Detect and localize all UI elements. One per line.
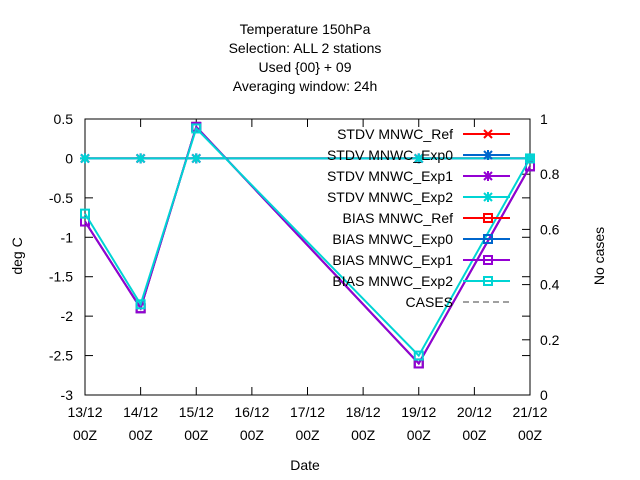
chart-title-line: Used {00} + 09 — [258, 59, 351, 75]
data-point — [413, 350, 424, 361]
x-tick-label-hour: 00Z — [240, 427, 265, 443]
legend-item: BIAS MNWC_Exp0 — [332, 231, 510, 247]
marker-square — [191, 123, 202, 134]
x-tick-label-hour: 00Z — [73, 427, 98, 443]
legend-label: BIAS MNWC_Exp0 — [332, 231, 453, 247]
legend-marker — [483, 150, 493, 160]
marker-square — [483, 213, 493, 223]
legend-item: CASES — [406, 294, 510, 310]
chart-title-line: Averaging window: 24h — [233, 78, 378, 94]
legend-item: STDV MNWC_Exp1 — [327, 168, 510, 184]
chart-title: Temperature 150hPa Selection: ALL 2 stati… — [229, 21, 382, 94]
marker-square — [80, 208, 90, 219]
y2-tick-label: 0.2 — [540, 332, 560, 348]
data-point — [191, 153, 202, 164]
chart-title-line: Selection: ALL 2 stations — [229, 40, 382, 56]
x-tick-label-date: 19/12 — [401, 404, 436, 420]
legend-label: STDV MNWC_Exp1 — [327, 168, 453, 184]
legend-label: CASES — [406, 294, 453, 310]
marker-square — [483, 276, 493, 286]
series-line — [84, 126, 531, 358]
x-tick-label-hour: 00Z — [351, 427, 376, 443]
series-line — [84, 124, 531, 366]
x-tick-label-date: 15/12 — [179, 404, 214, 420]
y2-tick-label: 0.8 — [540, 166, 560, 182]
data-point — [135, 299, 146, 310]
x-tick-label-date: 14/12 — [123, 404, 158, 420]
x-axis: 13/12 00Z 14/12 00Z 15/12 00Z 16/12 00Z 17/12 00Z… — [67, 119, 548, 443]
legend-item: STDV MNWC_Exp2 — [327, 189, 510, 205]
legend-item: BIAS MNWC_Exp1 — [332, 252, 510, 268]
marker-stroke — [483, 129, 493, 139]
y-tick-label: -1 — [61, 229, 74, 245]
y2-tick-label: 0.4 — [540, 277, 560, 293]
y-tick-label: -1.5 — [49, 269, 73, 285]
chart-title-line: Temperature 150hPa — [240, 21, 371, 37]
x-tick-label-date: 21/12 — [512, 404, 547, 420]
x-tick-label-hour: 00Z — [462, 427, 487, 443]
y-tick-label: -0.5 — [49, 190, 73, 206]
legend-label: STDV MNWC_Ref — [337, 126, 453, 142]
x-tick-label-hour: 00Z — [407, 427, 432, 443]
legend-marker — [483, 255, 493, 265]
marker-square — [413, 350, 424, 361]
legend-marker — [483, 213, 493, 223]
data-point — [191, 123, 202, 134]
x-tick-label-hour: 00Z — [295, 427, 320, 443]
legend-marker — [483, 192, 493, 202]
legend-marker — [483, 234, 493, 244]
series-6 — [80, 121, 535, 369]
legend-item: BIAS MNWC_Ref — [343, 210, 510, 226]
legend-label: BIAS MNWC_Exp2 — [332, 273, 453, 289]
y-tick-label: -3 — [61, 387, 74, 403]
y2-tick-label: 1 — [540, 111, 548, 127]
data-point — [135, 153, 146, 164]
marker-square — [483, 255, 493, 265]
legend-label: BIAS MNWC_Ref — [343, 210, 454, 226]
y-axis: 0.5 0 -0.5 -1 -1.5 -2 -2.5 -3 — [49, 111, 530, 403]
y-tick-label: 0 — [65, 150, 73, 166]
y2-tick-label: 0.6 — [540, 221, 560, 237]
plot-frame — [84, 118, 531, 396]
data-point — [80, 208, 90, 219]
legend-label: BIAS MNWC_Exp1 — [332, 252, 453, 268]
y2-axis-label: No cases — [591, 227, 607, 285]
marker-square — [135, 299, 146, 310]
y-tick-label: 0.5 — [54, 111, 74, 127]
y-tick-label: -2.5 — [49, 348, 73, 364]
legend-label: STDV MNWC_Exp0 — [327, 147, 453, 163]
y2-tick-label: 0 — [540, 387, 548, 403]
x-axis-label: Date — [290, 457, 320, 473]
series-layer — [80, 121, 535, 369]
marker-square — [483, 234, 493, 244]
legend-marker — [483, 171, 493, 181]
legend-label: STDV MNWC_Exp2 — [327, 189, 453, 205]
marker-square — [525, 153, 535, 164]
x-tick-label-date: 17/12 — [290, 404, 325, 420]
legend-marker — [483, 276, 493, 286]
y2-axis: 1 0.8 0.6 0.4 0.2 0 — [522, 111, 560, 403]
x-tick-label-date: 13/12 — [67, 404, 102, 420]
data-point — [525, 153, 535, 164]
x-tick-label-hour: 00Z — [518, 427, 543, 443]
plot-border — [84, 118, 531, 396]
data-point — [413, 153, 424, 164]
series-7 — [80, 123, 535, 361]
legend-item: STDV MNWC_Ref — [337, 126, 510, 142]
y-axis-label: deg C — [9, 237, 25, 274]
data-point — [80, 153, 90, 164]
x-tick-label-date: 20/12 — [457, 404, 492, 420]
x-tick-label-date: 16/12 — [234, 404, 269, 420]
x-tick-label-date: 18/12 — [346, 404, 381, 420]
legend-item: STDV MNWC_Exp0 — [327, 147, 510, 163]
legend-marker — [483, 129, 493, 139]
legend-item: BIAS MNWC_Exp2 — [332, 273, 510, 289]
y-tick-label: -2 — [61, 308, 74, 324]
x-tick-label-hour: 00Z — [184, 427, 209, 443]
x-tick-label-hour: 00Z — [129, 427, 154, 443]
legend: STDV MNWC_Ref STDV MNWC_Exp0 STDV MNWC_Exp… — [327, 126, 510, 310]
